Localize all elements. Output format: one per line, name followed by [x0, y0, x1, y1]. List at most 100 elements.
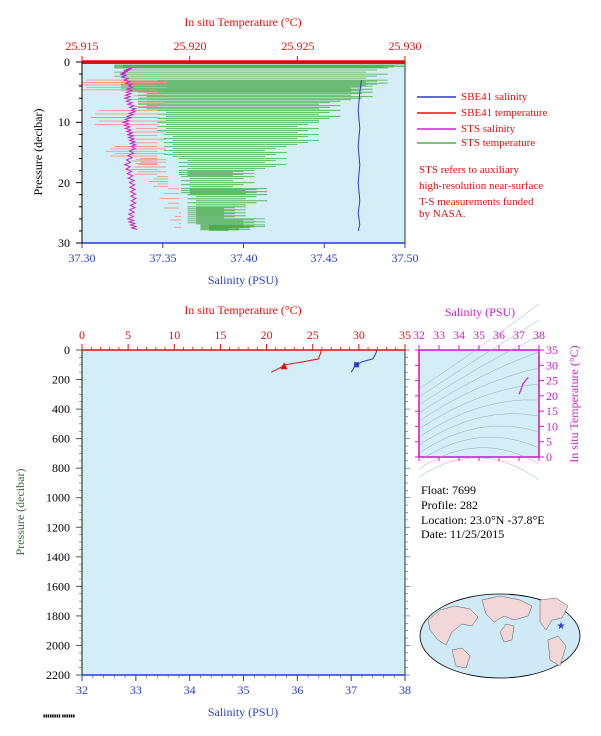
top-sal-tick: 37.35 [150, 251, 177, 265]
bottom-pressure-ticklabel: 2000 [46, 638, 70, 652]
bottom-temp-ticklabel: 20 [261, 328, 273, 342]
bottom-sal-axis-label: Salinity (PSU) [208, 705, 278, 719]
ts-temp-ticklabel: 20 [546, 389, 558, 403]
world-map-land [427, 595, 569, 669]
top-sal-tick: 37.45 [311, 251, 338, 265]
ts-sal-ticklabel: 38 [533, 328, 545, 342]
bottom-pressure-ticklabels: 0 200 400 600 800 1000 1200 1400 1600 1800 2000 220… [46, 343, 70, 682]
ts-temp-ticklabel: 35 [546, 343, 558, 357]
ts-temp-ticklabel: 30 [546, 358, 558, 372]
footer-credit-mark: ▮▮▮▮▮▮▮▮ ▮▮▮▮▮▮ [43, 713, 75, 718]
ts-sal-ticklabels: 32 33 34 35 36 37 38 [413, 328, 545, 342]
ts-density-contour [418, 457, 540, 481]
bottom-pressure-ticklabel: 1200 [46, 520, 70, 534]
temperature-marker [280, 362, 288, 370]
bottom-pressure-ticklabel: 1400 [46, 550, 70, 564]
bottom-temp-ticklabels: 0 5 10 15 20 25 30 35 [79, 328, 411, 342]
top-sal-tick: 37.40 [231, 251, 258, 265]
ts-sal-ticklabel: 35 [473, 328, 485, 342]
legend-label-sbe41-salinity: SBE41 salinity [461, 91, 528, 103]
bottom-temp-axis-label: In situ Temperature (°C) [184, 303, 301, 317]
bottom-sal-ticklabel: 37 [345, 683, 357, 697]
bottom-sal-ticklabels: 32 33 34 35 36 37 38 [76, 683, 411, 697]
bottom-temp-ticklabel: 35 [399, 328, 411, 342]
bottom-temp-ticklabel: 30 [353, 328, 365, 342]
float-profile: Profile: 282 [421, 498, 478, 512]
ts-temp-ticklabel: 0 [546, 450, 552, 464]
float-position-star-icon: ★ [557, 621, 566, 632]
ts-temp-ticklabel: 5 [546, 435, 552, 449]
bottom-sal-ticklabel: 34 [184, 683, 196, 697]
bottom-pressure-ticklabel: 800 [52, 461, 70, 475]
top-temp-axis-label: In situ Temperature (°C) [184, 15, 301, 29]
ts-temp-ticklabel: 15 [546, 404, 558, 418]
bottom-series-group [270, 350, 377, 373]
bottom-pressure-ticklabel: 2200 [46, 668, 70, 682]
bottom-sal-ticklabel: 38 [399, 683, 411, 697]
float-id: Float: 7699 [421, 483, 476, 497]
sts-salinity-line [119, 67, 138, 230]
ts-temp-ticklabel: 10 [546, 419, 558, 433]
ts-density-contour [418, 367, 540, 422]
ts-density-contour [418, 436, 540, 462]
ts-density-contour [418, 399, 540, 438]
bottom-sal-ticklabel: 32 [76, 683, 88, 697]
sts-note-line: STS refers to auxiliary [419, 164, 519, 176]
top-sal-tick: 37.50 [392, 251, 419, 265]
bottom-pressure-ticklabel: 600 [52, 432, 70, 446]
ts-axis-ticks [415, 345, 544, 461]
bottom-sal-ticklabel: 33 [130, 683, 142, 697]
ts-density-contour [418, 425, 540, 454]
top-axis-ticks [76, 56, 406, 248]
top-temp-tick: 25.925 [282, 39, 315, 53]
top-pressure-axis-label: Pressure (decibar) [31, 109, 45, 196]
salinity-marker [354, 362, 360, 368]
ts-sal-axis-label: Salinity (PSU) [445, 305, 515, 319]
top-pressure-tick: 20 [58, 176, 70, 190]
bottom-pressure-ticklabel: 1800 [46, 609, 70, 623]
ts-plot-area [418, 349, 540, 458]
ts-density-contours [418, 303, 540, 481]
ts-temp-axis-label: In situ Temperature (°C) [567, 345, 581, 462]
bottom-pressure-ticklabel: 1000 [46, 491, 70, 505]
bottom-pressure-ticklabel: 400 [52, 402, 70, 416]
bottom-temp-ticklabel: 15 [214, 328, 226, 342]
top-temp-tick: 25.920 [174, 39, 207, 53]
legend-label-sts-temperature: STS temperature [461, 137, 535, 149]
ts-density-contour [418, 383, 540, 430]
bottom-pressure-ticklabel: 1600 [46, 579, 70, 593]
bottom-temp-ticklabel: 0 [79, 328, 85, 342]
legend-label-sbe41-temperature: SBE41 temperature [461, 107, 548, 119]
sbe41-temperature-profile [270, 350, 322, 373]
float-date: Date: 11/25/2015 [421, 527, 504, 541]
sts-note-line: T-S measurements funded [419, 196, 534, 208]
top-series-group [77, 64, 405, 232]
bottom-sal-ticklabel: 35 [238, 683, 250, 697]
top-sal-tick: 37.30 [69, 251, 96, 265]
sbe41-salinity-line [357, 80, 362, 232]
bottom-axis-ticks [76, 344, 410, 681]
top-sal-axis-label: Salinity (PSU) [208, 273, 278, 287]
bottom-pressure-ticklabel: 0 [64, 343, 70, 357]
top-pressure-tick: 10 [58, 115, 70, 129]
sts-note-line: high-resolution near-surface [419, 180, 543, 192]
float-location: Location: 23.0°N -37.8°E [421, 513, 545, 527]
ts-density-contour [418, 319, 540, 398]
ts-sal-ticklabel: 36 [493, 328, 505, 342]
top-temp-tick: 25.930 [389, 39, 422, 53]
bottom-plot-area [81, 349, 406, 676]
bottom-temp-ticklabel: 25 [307, 328, 319, 342]
bottom-pressure-axis-label: Pressure (decibar) [13, 469, 27, 556]
bottom-pressure-ticklabel: 200 [52, 373, 70, 387]
bottom-sal-ticklabel: 36 [291, 683, 303, 697]
ts-sal-ticklabel: 37 [513, 328, 525, 342]
ts-density-contour [418, 447, 540, 470]
legend-label-sts-salinity: STS salinity [461, 123, 516, 135]
ts-sal-ticklabel: 33 [433, 328, 445, 342]
world-map: ★ [419, 593, 581, 679]
ts-curve [518, 377, 529, 395]
top-pressure-tick: 0 [64, 55, 70, 69]
ts-density-contour [418, 351, 540, 414]
